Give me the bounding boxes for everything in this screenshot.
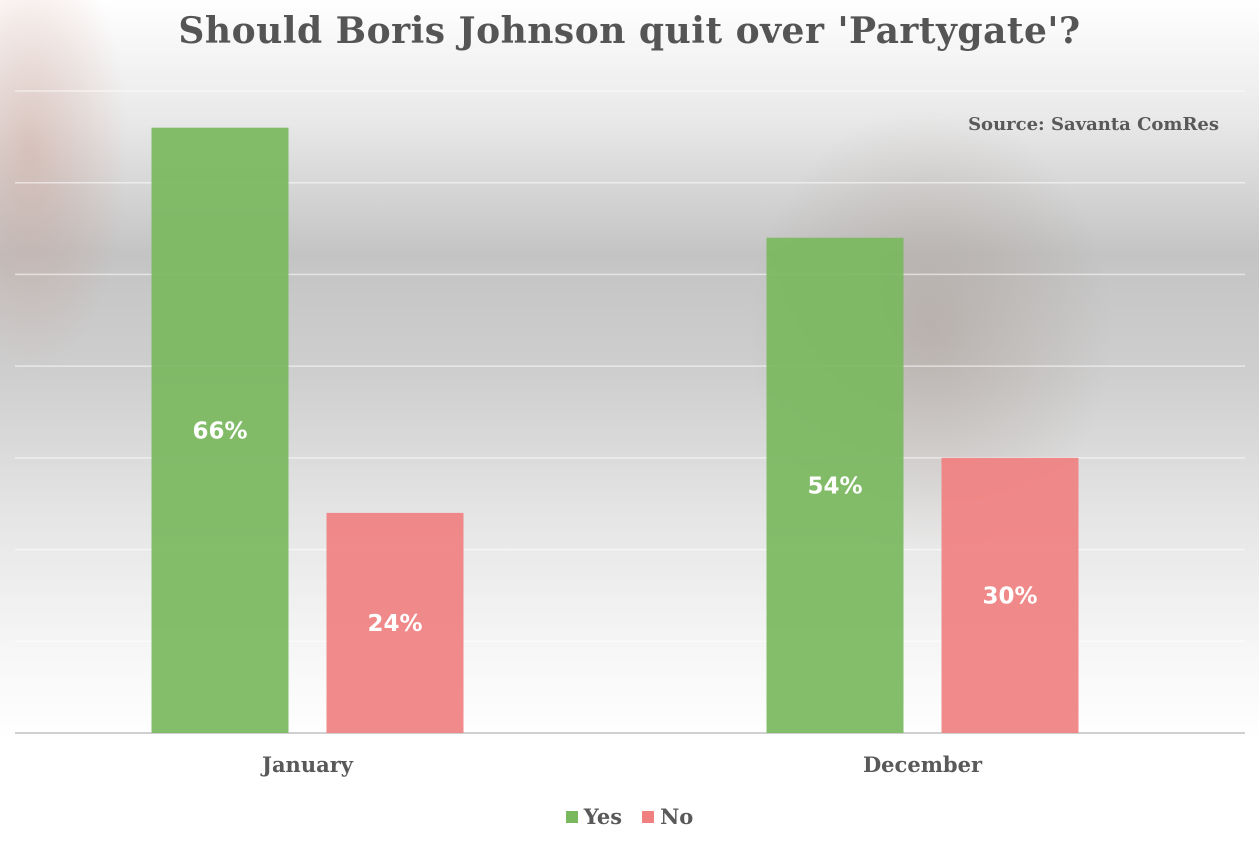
legend-item-no: No (642, 804, 693, 829)
data-label-no-january: 24% (367, 611, 422, 637)
chart-source: Source: Savanta ComRes (968, 114, 1219, 135)
legend-swatch-yes (565, 810, 578, 823)
legend-label-yes: Yes (583, 804, 623, 829)
chart-title: Should Boris Johnson quit over 'Partygat… (178, 10, 1081, 52)
x-tick-label-december: December (863, 752, 983, 777)
legend-item-yes: Yes (565, 804, 623, 829)
legend-label-no: No (660, 804, 694, 829)
bar-no-december (941, 457, 1079, 733)
x-tick-label-january: January (260, 752, 354, 777)
bar-yes-january (151, 127, 289, 733)
data-label-yes-december: 54% (807, 473, 862, 499)
bar-no-january (326, 512, 464, 733)
bar-yes-december (766, 237, 904, 733)
legend-swatch-no (642, 810, 655, 823)
legend: Yes No (0, 804, 1259, 829)
data-label-no-december: 30% (982, 583, 1037, 609)
data-label-yes-january: 66% (192, 418, 247, 444)
